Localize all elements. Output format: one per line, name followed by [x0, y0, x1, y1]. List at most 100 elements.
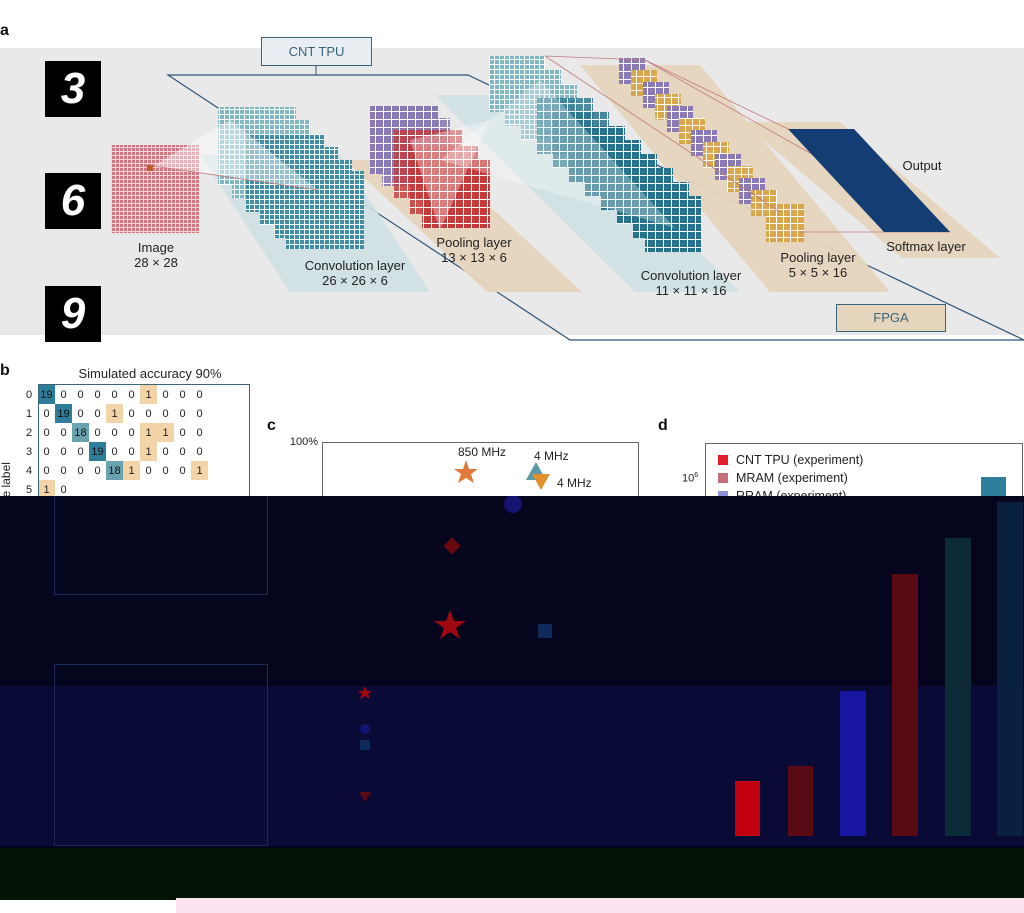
panel-label-b: b	[0, 362, 10, 379]
dark-bar-5	[945, 538, 971, 836]
confusion-matrix-cell: 18	[72, 423, 89, 442]
annotation-850mhz: 850 MHz	[458, 445, 507, 459]
fpga-box: FPGA	[836, 304, 946, 332]
image-layer-label: Image 28 × 28	[120, 240, 192, 270]
dark-bar-6	[997, 502, 1023, 836]
panel-label-d: d	[658, 417, 668, 434]
confusion-matrix-cell: 0	[43, 464, 50, 477]
confusion-matrix-cell: 0	[60, 445, 67, 458]
panel-label-a: a	[0, 22, 9, 39]
dark-markers	[358, 496, 1023, 836]
dark-render-region	[0, 496, 1024, 900]
pool2-feature-maps	[619, 58, 804, 242]
input-image-grid	[111, 145, 199, 233]
legend-entry: MRAM (experiment)	[718, 469, 863, 487]
confusion-matrix-cell: 0	[145, 407, 152, 420]
panel-d-ytick: 106	[682, 472, 698, 485]
dark-diamond	[443, 537, 461, 555]
cnt-tpu-box: CNT TPU	[261, 37, 372, 66]
confusion-matrix-cell: 1	[38, 480, 55, 499]
confusion-matrix-cell: 0	[145, 464, 152, 477]
panel-d-ytick-base: 10	[682, 472, 695, 485]
dark-bar-4	[892, 574, 918, 836]
confusion-matrix-cell: 0	[162, 464, 169, 477]
legend-label: MRAM (experiment)	[736, 471, 848, 485]
panel-d-legend: CNT TPU (experiment)MRAM (experiment)RRA…	[718, 451, 863, 505]
dark-bar-3	[840, 691, 866, 836]
dark-legend-triangle	[359, 792, 371, 802]
confusion-matrix-cell: 0	[43, 426, 50, 439]
confusion-matrix: 0 19 0 0 0 0 0 1 0 0 0 1 0 19 0 0 1 0 0 0 0 0 2 0 0 18 0 0 0 1 1 0 0 3 0 0 0…	[20, 385, 208, 499]
dark-star-large	[434, 610, 466, 639]
confusion-matrix-cell: 18	[106, 461, 123, 480]
confusion-matrix-cell: 0	[179, 407, 186, 420]
image-label: Image	[137, 240, 175, 255]
annotation-4mhz-b: 4 MHz	[557, 476, 592, 490]
conv1-feature-maps	[218, 107, 364, 249]
confusion-matrix-cell: 0	[77, 407, 84, 420]
confusion-matrix-cell: 0	[94, 464, 101, 477]
confusion-matrix-cell: 0	[111, 388, 118, 401]
confusion-matrix-cell: 0	[60, 388, 67, 401]
pool1-feature-maps	[370, 106, 490, 228]
confusion-matrix-cell: 0	[162, 388, 169, 401]
digit-image-6: 6	[45, 173, 101, 229]
row-label: 3	[25, 445, 33, 458]
confusion-matrix-cell: 19	[38, 385, 55, 404]
confusion-matrix-row: 3 0 0 0 19 0 0 1 0 0 0	[20, 442, 208, 461]
panel-d-ytick-exp: 6	[694, 472, 699, 479]
triangle-down-marker	[532, 474, 550, 490]
confusion-matrix-cell: 1	[140, 385, 157, 404]
conv2-dims: 11 × 11 × 16	[655, 283, 727, 298]
legend-label: CNT TPU (experiment)	[736, 453, 864, 467]
confusion-matrix-cell: 0	[162, 445, 169, 458]
legend-swatch	[718, 455, 728, 465]
conv2-feature-maps	[489, 56, 701, 252]
confusion-matrix-cell: 0	[43, 407, 50, 420]
confusion-matrix-cell: 0	[179, 426, 186, 439]
dark-green-band	[0, 848, 1024, 900]
confusion-matrix-cell: 19	[89, 442, 106, 461]
row-label: 1	[25, 407, 33, 420]
digit-image-9: 9	[45, 286, 101, 342]
architecture-diagram	[111, 55, 1024, 341]
panel-d-plot-area	[705, 443, 1023, 504]
confusion-matrix-cell: 0	[128, 426, 135, 439]
tpu-frame	[165, 74, 1024, 341]
confusion-matrix-cell: 0	[179, 464, 186, 477]
dark-matrix-frame-2	[54, 664, 268, 846]
dark-bar-2	[788, 766, 813, 836]
conv1-layer-label: Convolution layer 26 × 26 × 6	[290, 258, 420, 288]
confusion-matrix-cell: 0	[196, 445, 203, 458]
row-label: 0	[25, 388, 33, 401]
confusion-matrix-cell: 0	[196, 388, 203, 401]
conv2-layer-label: Convolution layer 11 × 11 × 16	[626, 268, 756, 298]
dark-bar-1	[735, 781, 760, 836]
confusion-matrix-cell: 0	[94, 407, 101, 420]
digit-image-3: 3	[45, 61, 101, 117]
confusion-matrix-table: 0 19 0 0 0 0 0 1 0 0 0 1 0 19 0 0 1 0 0 0 0 0 2 0 0 18 0 0 0 1 1 0 0 3 0 0 0…	[20, 385, 208, 499]
confusion-matrix-cell: 0	[196, 426, 203, 439]
confusion-matrix-cell: 1	[157, 423, 174, 442]
dark-legend-square	[360, 740, 370, 750]
confusion-matrix-cell: 0	[179, 388, 186, 401]
pool2-label: Pooling layer	[780, 250, 856, 265]
pool2-layer-label: Pooling layer 5 × 5 × 16	[766, 250, 870, 280]
pool1-label: Pooling layer	[436, 235, 512, 250]
softmax-block	[788, 129, 950, 232]
conv2-label: Convolution layer	[640, 268, 742, 283]
pool1-layer-label: Pooling layer 13 × 13 × 6	[418, 235, 530, 265]
star-marker	[454, 460, 478, 483]
row-label: 5	[25, 483, 33, 496]
confusion-matrix-row: 1 0 19 0 0 1 0 0 0 0 0	[20, 404, 208, 423]
confusion-matrix-cell: 0	[196, 407, 203, 420]
confusion-matrix-cell: 0	[60, 426, 67, 439]
legend-swatch	[718, 473, 728, 483]
output-label: Output	[902, 158, 942, 173]
confusion-matrix-cell: 0	[111, 445, 118, 458]
conv1-label: Convolution layer	[304, 258, 406, 273]
confusion-matrix-cell: 0	[128, 388, 135, 401]
confusion-matrix-cell: 0	[77, 388, 84, 401]
confusion-matrix-cell: 0	[162, 407, 169, 420]
